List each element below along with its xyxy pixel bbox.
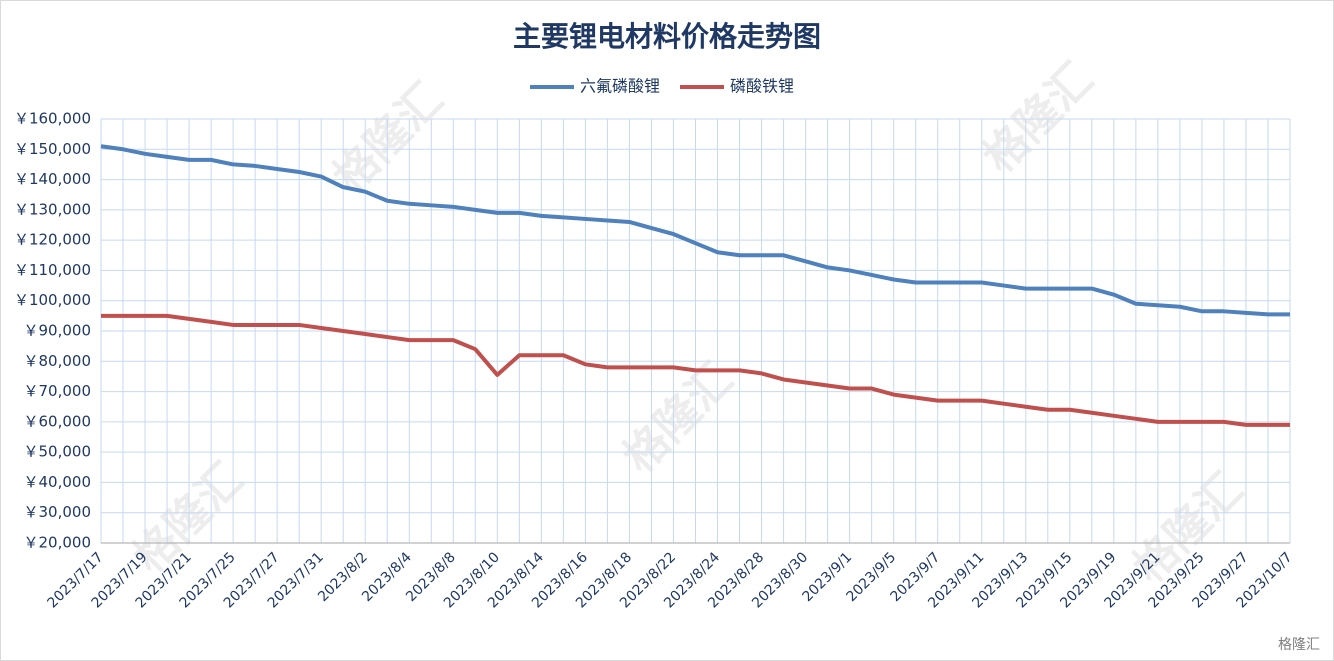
brand: 格隆汇 bbox=[1278, 637, 1320, 653]
y-tick-label: ￥90,000 bbox=[24, 322, 92, 340]
y-tick-label: ￥100,000 bbox=[14, 291, 91, 309]
y-tick-label: ￥50,000 bbox=[24, 443, 92, 461]
y-tick-label: ￥110,000 bbox=[14, 261, 91, 279]
y-tick-label: ￥130,000 bbox=[14, 200, 91, 218]
legend-label: 磷酸铁锂 bbox=[730, 77, 794, 96]
y-tick-label: ￥80,000 bbox=[24, 352, 92, 370]
y-tick-label: ￥20,000 bbox=[24, 534, 92, 552]
y-tick-label: ￥150,000 bbox=[14, 140, 91, 158]
y-tick-label: ￥70,000 bbox=[24, 382, 92, 400]
y-tick-label: ￥30,000 bbox=[24, 503, 92, 521]
series-line bbox=[101, 313, 1290, 427]
chart-title: 主要锂电材料价格走势图 bbox=[513, 20, 821, 53]
y-tick-label: ￥40,000 bbox=[24, 473, 92, 491]
y-tick-label: ￥160,000 bbox=[14, 110, 91, 128]
y-tick-label: ￥120,000 bbox=[14, 231, 91, 249]
y-tick-label: ￥140,000 bbox=[14, 170, 91, 188]
series-line bbox=[100, 144, 1290, 317]
y-tick-label: ￥60,000 bbox=[24, 412, 92, 430]
legend-label: 六氟磷酸锂 bbox=[580, 77, 660, 96]
